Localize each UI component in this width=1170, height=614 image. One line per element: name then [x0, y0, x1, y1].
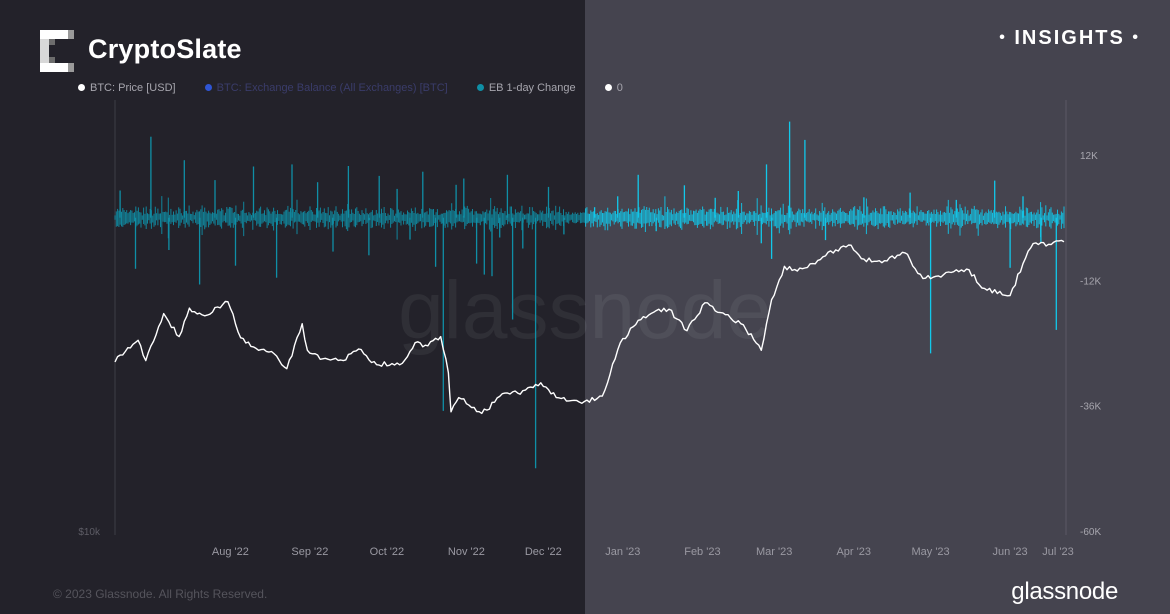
x-tick-label: Jan '23: [605, 546, 640, 558]
x-axis-ticks: Aug '22 Sep '22 Oct '22 Nov '22 Dec '22 Jan '…: [212, 546, 1074, 558]
badge-dot-right: •: [1132, 29, 1140, 46]
legend-swatch: [604, 84, 612, 91]
glassnode-logo-text: glassnode: [1011, 578, 1118, 605]
x-tick-label: Aug '22: [212, 546, 249, 558]
x-tick-label: May '23: [912, 546, 950, 558]
legend-swatch: [78, 84, 85, 91]
right-tick-label: -60K: [1080, 527, 1101, 538]
background-right-panel: [585, 0, 1170, 614]
eb-change-noise-band: [114, 196, 1065, 240]
legend-item-zero[interactable]: 0: [604, 82, 623, 94]
right-tick-label: 12K: [1080, 151, 1098, 162]
legend-label: 0: [616, 82, 623, 94]
x-tick-label: Jun '23: [993, 546, 1028, 558]
legend-swatch: [476, 84, 484, 91]
x-tick-label: Dec '22: [525, 546, 562, 558]
left-axis-ticks: $10k: [78, 527, 101, 538]
copyright-notice: © 2023 Glassnode. All Rights Reserved.: [53, 587, 268, 601]
right-tick-label: -12K: [1080, 276, 1101, 287]
legend-label: BTC: Exchange Balance (All Exchanges) [B…: [216, 82, 448, 94]
x-tick-label: Mar '23: [756, 546, 792, 558]
btc-price-line: [114, 239, 1065, 415]
legend-label: EB 1-day Change: [488, 82, 576, 94]
x-tick-label: Feb '23: [684, 546, 720, 558]
chart-legend: BTC: Price [USD] BTC: Exchange Balance (…: [78, 82, 649, 94]
legend-item-exchange-balance[interactable]: BTC: Exchange Balance (All Exchanges) [B…: [204, 82, 448, 94]
badge-label: INSIGHTS: [1014, 27, 1125, 49]
watermark-text: glassnode: [398, 265, 772, 356]
right-axis-ticks: 12K -12K -36K -60K: [1080, 151, 1101, 538]
x-tick-label: Jul '23: [1042, 546, 1073, 558]
x-tick-label: Oct '22: [370, 546, 405, 558]
brand-name: CryptoSlate: [88, 34, 242, 64]
glassnode-watermark: glassnode: [398, 265, 772, 356]
insights-badge: • INSIGHTS •: [999, 27, 1140, 50]
x-tick-label: Apr '23: [836, 546, 871, 558]
badge-dot-left: •: [999, 29, 1007, 46]
legend-item-price[interactable]: BTC: Price [USD]: [78, 82, 176, 94]
x-tick-label: Nov '22: [448, 546, 485, 558]
left-tick-label: $10k: [78, 527, 101, 538]
x-tick-label: Sep '22: [291, 546, 328, 558]
eb-change-spikes: [119, 121, 1057, 469]
legend-swatch: [204, 84, 212, 91]
legend-label: BTC: Price [USD]: [90, 82, 176, 94]
right-tick-label: -36K: [1080, 402, 1101, 413]
background-left-panel: [0, 0, 585, 614]
legend-item-eb-change[interactable]: EB 1-day Change: [476, 82, 576, 94]
cryptoslate-logo-icon: [40, 30, 74, 72]
